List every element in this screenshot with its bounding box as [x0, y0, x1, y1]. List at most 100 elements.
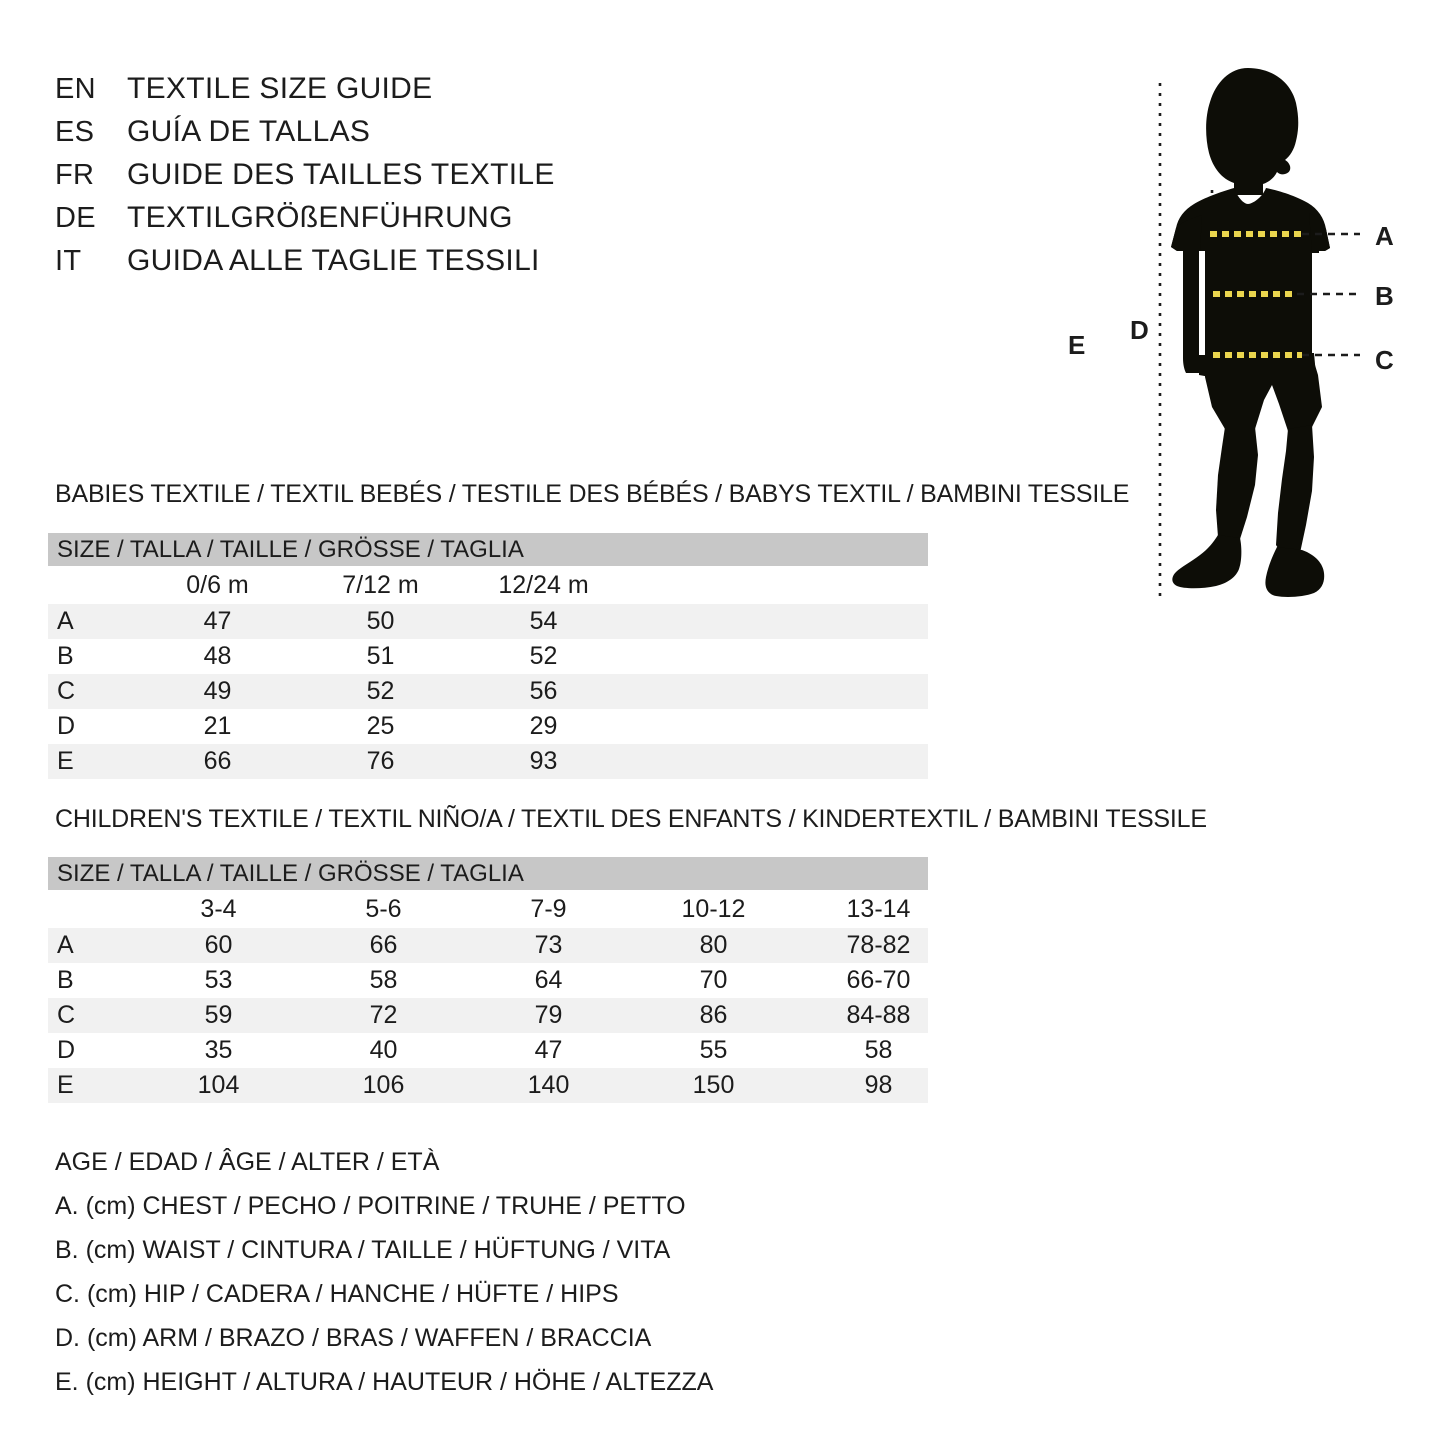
children-cell-b-4: 66-70: [846, 966, 911, 994]
babies-row-label-b: B: [57, 642, 74, 670]
babies-cell-d-2: 29: [529, 712, 558, 740]
babies-cell-e-2: 93: [529, 747, 558, 775]
language-row-fr: FR GUIDE DES TAILLES TEXTILE: [55, 158, 755, 201]
children-row-label-e: E: [57, 1071, 74, 1099]
babies-row-label-a: A: [57, 607, 74, 635]
children-cell-e-1: 106: [362, 1071, 405, 1099]
babies-cell-b-0: 48: [203, 642, 232, 670]
children-column-header-row: 3-4 5-6 7-9 10-12 13-14: [48, 890, 928, 928]
babies-row-label-c: C: [57, 677, 76, 705]
children-cell-a-1: 66: [369, 931, 398, 959]
children-cell-a-4: 78-82: [846, 931, 911, 959]
language-code-fr: FR: [55, 159, 95, 191]
children-column-header-4: 13-14: [846, 894, 911, 923]
children-column-header-2: 7-9: [530, 894, 567, 923]
language-title-fr: GUIDE DES TAILLES TEXTILE: [127, 158, 555, 191]
legend-line-height: E. (cm) HEIGHT / ALTURA / HAUTEUR / HÖHE…: [55, 1368, 714, 1396]
table-row: D 35 40 47 55 58: [48, 1033, 928, 1068]
language-code-en: EN: [55, 73, 96, 105]
child-measurement-diagram: E D A B C: [1050, 55, 1445, 615]
children-cell-a-0: 60: [204, 931, 233, 959]
children-column-header-0: 3-4: [200, 894, 237, 923]
language-header-block: EN TEXTILE SIZE GUIDE ES GUÍA DE TALLAS …: [55, 72, 755, 287]
babies-cell-b-1: 51: [366, 642, 395, 670]
table-row: A 60 66 73 80 78-82: [48, 928, 928, 963]
babies-cell-c-2: 56: [529, 677, 558, 705]
babies-size-table: SIZE / TALLA / TAILLE / GRÖSSE / TAGLIA …: [48, 533, 928, 779]
children-cell-c-0: 59: [204, 1001, 233, 1029]
children-row-label-d: D: [57, 1036, 76, 1064]
babies-row-label-e: E: [57, 747, 74, 775]
language-row-en: EN TEXTILE SIZE GUIDE: [55, 72, 755, 115]
language-code-de: DE: [55, 202, 96, 234]
babies-cell-a-1: 50: [366, 607, 395, 635]
children-cell-d-0: 35: [204, 1036, 233, 1064]
babies-column-header-row: 0/6 m 7/12 m 12/24 m: [48, 566, 928, 604]
legend-line-chest: A. (cm) CHEST / PECHO / POITRINE / TRUHE…: [55, 1192, 686, 1220]
babies-cell-e-0: 66: [203, 747, 232, 775]
children-row-label-c: C: [57, 1001, 76, 1029]
babies-cell-e-1: 76: [366, 747, 395, 775]
language-row-de: DE TEXTILGRÖßENFÜHRUNG: [55, 201, 755, 244]
babies-row-label-d: D: [57, 712, 76, 740]
legend-line-age: AGE / EDAD / ÂGE / ALTER / ETÀ: [55, 1148, 440, 1176]
table-row: A 47 50 54: [48, 604, 928, 639]
babies-cell-b-2: 52: [529, 642, 558, 670]
children-cell-e-0: 104: [197, 1071, 240, 1099]
language-title-de: TEXTILGRÖßENFÜHRUNG: [127, 201, 513, 234]
babies-cell-c-0: 49: [203, 677, 232, 705]
children-cell-a-2: 73: [534, 931, 563, 959]
measurement-legend: AGE / EDAD / ÂGE / ALTER / ETÀ A. (cm) C…: [55, 1140, 855, 1404]
children-cell-c-1: 72: [369, 1001, 398, 1029]
children-size-table: SIZE / TALLA / TAILLE / GRÖSSE / TAGLIA …: [48, 857, 928, 1103]
language-title-it: GUIDA ALLE TAGLIE TESSILI: [127, 244, 540, 277]
figure-label-e: E: [1068, 330, 1086, 360]
legend-line-hip: C. (cm) HIP / CADERA / HANCHE / HÜFTE / …: [55, 1280, 619, 1308]
children-cell-e-3: 150: [692, 1071, 735, 1099]
children-cell-b-0: 53: [204, 966, 233, 994]
children-row-label-b: B: [57, 966, 74, 994]
children-cell-d-4: 58: [864, 1036, 893, 1064]
figure-label-d: D: [1130, 315, 1149, 345]
children-cell-c-2: 79: [534, 1001, 563, 1029]
children-cell-a-3: 80: [699, 931, 728, 959]
children-column-header-3: 10-12: [681, 894, 746, 923]
figure-label-a: A: [1375, 221, 1394, 251]
children-row-label-a: A: [57, 931, 74, 959]
babies-section-title: BABIES TEXTILE / TEXTIL BEBÉS / TESTILE …: [55, 480, 1130, 508]
babies-column-header-2: 12/24 m: [498, 570, 589, 599]
children-table-header-bar: SIZE / TALLA / TAILLE / GRÖSSE / TAGLIA: [48, 857, 928, 890]
table-row: E 66 76 93: [48, 744, 928, 779]
language-code-it: IT: [55, 245, 82, 277]
table-row: C 49 52 56: [48, 674, 928, 709]
figure-label-c: C: [1375, 345, 1394, 375]
language-code-es: ES: [55, 116, 95, 148]
table-row: E 104 106 140 150 98: [48, 1068, 928, 1103]
babies-column-header-0: 0/6 m: [186, 570, 249, 599]
legend-line-arm: D. (cm) ARM / BRAZO / BRAS / WAFFEN / BR…: [55, 1324, 652, 1352]
table-row: B 48 51 52: [48, 639, 928, 674]
babies-column-header-1: 7/12 m: [342, 570, 419, 599]
legend-line-waist: B. (cm) WAIST / CINTURA / TAILLE / HÜFTU…: [55, 1236, 671, 1264]
language-row-es: ES GUÍA DE TALLAS: [55, 115, 755, 158]
children-cell-b-1: 58: [369, 966, 398, 994]
children-cell-c-3: 86: [699, 1001, 728, 1029]
language-title-en: TEXTILE SIZE GUIDE: [127, 72, 433, 105]
children-cell-b-3: 70: [699, 966, 728, 994]
children-cell-b-2: 64: [534, 966, 563, 994]
children-cell-d-1: 40: [369, 1036, 398, 1064]
child-silhouette: [1171, 68, 1330, 597]
babies-cell-d-1: 25: [366, 712, 395, 740]
babies-cell-a-2: 54: [529, 607, 558, 635]
babies-table-header-bar: SIZE / TALLA / TAILLE / GRÖSSE / TAGLIA: [48, 533, 928, 566]
table-row: C 59 72 79 86 84-88: [48, 998, 928, 1033]
children-cell-d-3: 55: [699, 1036, 728, 1064]
children-cell-e-2: 140: [527, 1071, 570, 1099]
children-cell-d-2: 47: [534, 1036, 563, 1064]
language-title-es: GUÍA DE TALLAS: [127, 115, 371, 148]
children-cell-e-4: 98: [864, 1071, 893, 1099]
table-row: D 21 25 29: [48, 709, 928, 744]
babies-cell-d-0: 21: [203, 712, 232, 740]
babies-cell-c-1: 52: [366, 677, 395, 705]
